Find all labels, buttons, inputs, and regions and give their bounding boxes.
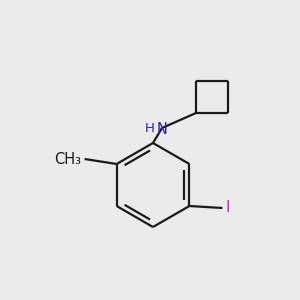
Text: CH₃: CH₃ — [54, 152, 81, 166]
Text: N: N — [157, 122, 167, 136]
Text: H: H — [145, 122, 155, 136]
Text: I: I — [225, 200, 230, 215]
